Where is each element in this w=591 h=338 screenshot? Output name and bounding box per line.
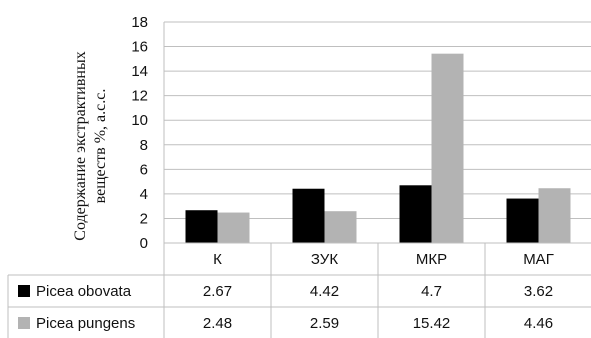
bar-picea-obovata xyxy=(185,210,218,243)
bar-picea-obovata xyxy=(292,188,325,243)
bar-picea-pungens xyxy=(324,211,357,243)
y-axis-title-line-2: веществ %, а.с.с. xyxy=(92,89,109,204)
y-tick-label: 14 xyxy=(131,63,148,80)
bar-picea-obovata xyxy=(506,198,539,243)
legend-label: Picea obovata xyxy=(36,283,132,300)
y-tick-label: 4 xyxy=(140,186,148,203)
bar-picea-pungens xyxy=(217,212,250,243)
table-value: 2.59 xyxy=(310,315,339,332)
y-tick-label: 8 xyxy=(140,137,148,154)
table-value: 2.48 xyxy=(203,315,232,332)
y-axis-title: Содержание экстрактивных веществ %, а.с.… xyxy=(72,51,109,240)
table-value: 4.42 xyxy=(310,283,339,300)
bar-picea-obovata xyxy=(399,185,432,243)
table-value: 15.42 xyxy=(413,315,451,332)
y-axis-ticks: 0 2 4 6 8 10 12 14 16 18 xyxy=(131,14,148,252)
bars xyxy=(185,53,571,243)
table-value: 2.67 xyxy=(203,283,232,300)
y-tick-label: 6 xyxy=(140,161,148,178)
legend-key xyxy=(18,317,30,329)
y-tick-label: 0 xyxy=(140,235,148,252)
category-label: МКР xyxy=(416,251,447,268)
legend-key xyxy=(18,285,30,297)
table-value: 3.62 xyxy=(524,283,553,300)
y-tick-label: 2 xyxy=(140,210,148,227)
y-tick-label: 12 xyxy=(131,88,148,105)
y-tick-label: 18 xyxy=(131,14,148,31)
bar-picea-pungens xyxy=(431,53,464,243)
category-label: К xyxy=(213,251,222,268)
y-tick-label: 16 xyxy=(131,39,148,56)
category-label: ЗУК xyxy=(311,251,338,268)
table-value: 4.7 xyxy=(421,283,442,300)
bar-picea-pungens xyxy=(538,188,571,243)
y-axis-title-line-1: Содержание экстрактивных xyxy=(72,51,89,240)
category-label: МАГ xyxy=(523,251,554,268)
data-table: К ЗУК МКР МАГ Picea obovata 2.67 4.42 4.7 3.62 Pi… xyxy=(7,242,591,338)
y-tick-label: 10 xyxy=(131,112,148,129)
table-value: 4.46 xyxy=(524,315,553,332)
legend-label: Picea pungens xyxy=(36,315,135,332)
